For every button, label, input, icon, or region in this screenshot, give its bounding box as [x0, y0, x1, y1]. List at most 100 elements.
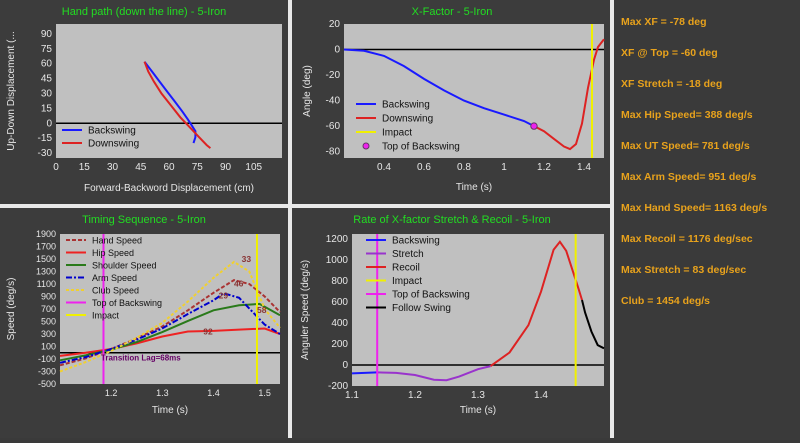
x-tick-label: 60	[163, 162, 175, 173]
x-tick-label: 30	[107, 162, 119, 173]
y-tick-label: 1900	[36, 229, 56, 239]
series-stretch	[377, 365, 491, 382]
y-tick-label: 1000	[326, 255, 349, 266]
legend-label: Stretch	[392, 249, 424, 260]
x-tick-label: 0.4	[377, 162, 391, 173]
x-tick-label: 1.4	[534, 390, 548, 401]
x-tick-label: 1.2	[105, 388, 118, 398]
y-tick-label: 600	[331, 297, 348, 308]
y-tick-label: 20	[329, 19, 341, 30]
stat-club: Club = 1454 deg/s	[621, 295, 710, 307]
y-axis-label: Up-Down Displacement (...	[6, 31, 17, 150]
x-tick-label: 0.6	[417, 162, 431, 173]
annotation: 58	[257, 305, 267, 315]
y-tick-label: 30	[41, 88, 53, 99]
annotation: 92	[203, 327, 213, 337]
vertical-divider-right	[610, 0, 614, 438]
x-tick-label: 1.5	[258, 388, 271, 398]
series-backswing	[343, 48, 535, 127]
x-tick-label: 1.2	[408, 390, 422, 401]
y-tick-label: -15	[38, 133, 53, 144]
y-tick-label: 0	[342, 360, 348, 371]
chart-title: Timing Sequence - 5-Iron	[82, 214, 206, 226]
y-tick-label: -30	[38, 148, 53, 159]
legend-label: Backswing	[382, 100, 430, 111]
legend-label: Downswing	[382, 114, 433, 125]
x-tick-label: 0	[53, 162, 59, 173]
stat-max-stretch: Max Stretch = 83 deg/sec	[621, 264, 747, 276]
x-factor-chart: X-Factor - 5-Iron 0.4 0.6 0.8 1 1.2 1.4 20 0 -20 -…	[302, 6, 605, 193]
y-tick-label: 200	[331, 339, 348, 350]
y-axis-label: Speed (deg/s)	[6, 278, 17, 341]
x-tick-label: 75	[192, 162, 204, 173]
legend-label: Follow Swing	[392, 303, 451, 314]
y-tick-label: 1100	[37, 279, 56, 289]
y-tick-label: -200	[328, 381, 348, 392]
legend-label: Downswing	[88, 139, 139, 150]
x-tick-label: 90	[220, 162, 232, 173]
series-downswing	[143, 61, 212, 149]
y-tick-label: 700	[41, 304, 56, 314]
y-tick-label: -500	[38, 379, 56, 389]
x-factor-panel: X-Factor - 5-Iron 0.4 0.6 0.8 1 1.2 1.4 20 0 -20 -…	[292, 0, 610, 204]
y-tick-label: 900	[41, 292, 56, 302]
y-tick-label: 500	[41, 317, 56, 327]
x-tick-label: 1.3	[156, 388, 169, 398]
y-tick-label: 300	[41, 329, 56, 339]
y-tick-label: 75	[41, 44, 53, 55]
legend-label: Top of Backswing	[382, 142, 460, 153]
vertical-divider	[288, 0, 292, 438]
plot-area	[344, 24, 604, 158]
legend-label: Backswing	[88, 126, 136, 137]
marker-top-of-backswing	[530, 122, 538, 130]
y-axis-label: Angle (deg)	[302, 65, 313, 117]
stat-max-hand-speed: Max Hand Speed= 1163 deg/s	[621, 202, 768, 214]
y-tick-label: 90	[41, 29, 53, 40]
stretch-recoil-chart: Rate of X-factor Stretch & Recoil - 5-Ir…	[300, 214, 605, 416]
plot-area	[352, 234, 604, 386]
y-tick-label: -40	[326, 96, 341, 107]
stat-max-xf: Max XF = -78 deg	[621, 16, 707, 28]
series-hip-speed	[59, 327, 281, 357]
legend-swatch	[362, 142, 370, 150]
annotation: 29	[219, 290, 229, 300]
x-tick-label: 1.4	[207, 388, 220, 398]
x-tick-label: 105	[245, 162, 262, 173]
y-axis-label: Anguler Speed (deg/s)	[300, 260, 311, 360]
y-tick-label: 100	[41, 342, 56, 352]
chart-title: Rate of X-factor Stretch & Recoil - 5-Ir…	[353, 214, 550, 226]
y-tick-label: -20	[326, 70, 341, 81]
stretch-recoil-panel: Rate of X-factor Stretch & Recoil - 5-Ir…	[292, 208, 610, 438]
stat-max-ut-speed: Max UT Speed= 781 deg/s	[621, 140, 750, 152]
y-tick-label: 0	[334, 45, 340, 56]
y-tick-label: 800	[331, 276, 348, 287]
y-tick-label: 1300	[36, 267, 56, 277]
plot-area	[60, 234, 280, 384]
y-tick-label: -60	[326, 121, 341, 132]
legend-label: Top of Backswing	[92, 298, 162, 308]
x-axis-label: Time (s)	[152, 405, 188, 416]
x-axis-label: Forward-Backword Displacement (cm)	[84, 183, 254, 194]
plot-area	[56, 24, 282, 158]
legend-label: Impact	[382, 128, 412, 139]
timing-sequence-panel: Timing Sequence - 5-Iron 1.2 1.3 1.4 1.5 1900…	[0, 208, 288, 438]
series-follow-swing	[581, 299, 605, 350]
series-downswing	[533, 38, 605, 151]
x-tick-label: 1.4	[577, 162, 591, 173]
y-tick-label: 0	[46, 118, 52, 129]
legend-label: Recoil	[392, 263, 420, 274]
x-tick-label: 45	[135, 162, 147, 173]
legend-label: Impact	[392, 276, 422, 287]
legend-label: Hand Speed	[92, 236, 142, 246]
stat-max-hip-speed: Max Hip Speed= 388 deg/s	[621, 109, 753, 121]
y-tick-label: 45	[41, 74, 53, 85]
legend-label: Arm Speed	[92, 273, 137, 283]
legend-label: Top of Backswing	[392, 290, 470, 301]
legend-label: Impact	[92, 311, 120, 321]
y-tick-label: -300	[38, 367, 56, 377]
y-tick-label: 15	[41, 103, 53, 114]
series-backswing	[351, 371, 378, 375]
legend-label: Shoulder Speed	[92, 261, 157, 271]
legend-label: Backswing	[392, 236, 440, 247]
x-tick-label: 1.2	[537, 162, 551, 173]
